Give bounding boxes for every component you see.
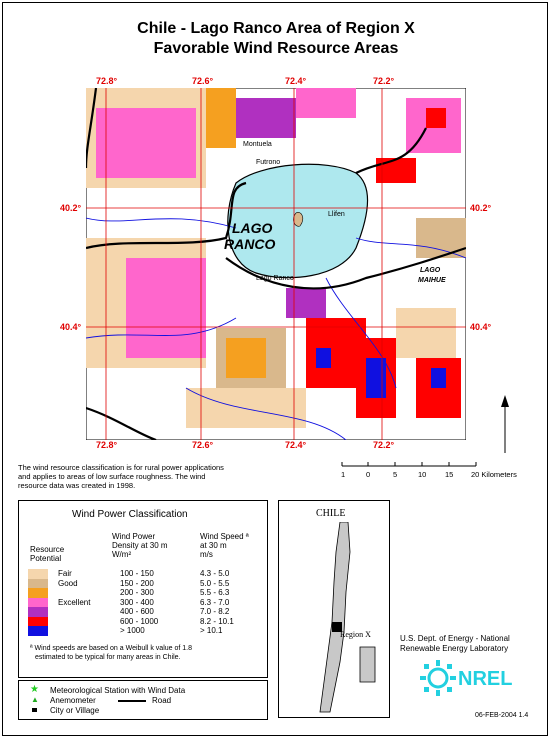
legend-speed: 7.0 - 8.2	[200, 607, 230, 616]
scale-tick-10: 10	[418, 470, 427, 479]
place-llifen: Llifen	[328, 211, 345, 218]
scale-tick-15: 15	[445, 470, 454, 479]
note-line3: resource data was created in 1998.	[18, 481, 136, 490]
scale-tick-5: 5	[393, 470, 398, 479]
lon-label-top-2: 72.6°	[192, 76, 214, 86]
lon-label-top-3: 72.4°	[285, 76, 307, 86]
road-line-icon	[118, 700, 146, 702]
legend-col3-h3: m/s	[200, 550, 213, 559]
scale-bar	[341, 462, 477, 467]
legend-potential: Good	[58, 578, 78, 588]
north-arrow-icon	[501, 395, 509, 453]
symbol-station: Meteorological Station with Wind Data	[50, 686, 186, 695]
nrel-sun-logo-icon	[420, 660, 456, 696]
legend-col3-h2: at 30 m	[200, 541, 227, 550]
anemometer-triangle-icon: ▲	[31, 695, 39, 704]
legend-footnote1: ª Wind speeds are based on a Weibull k v…	[30, 645, 193, 652]
legend-col3-h1: Wind Speed ª	[200, 532, 249, 541]
legend-swatch	[28, 616, 48, 627]
date-code: 06-FEB-2004 1.4	[475, 712, 529, 719]
place-futrono: Futrono	[256, 159, 281, 166]
credit-line1: U.S. Dept. of Energy - National	[400, 634, 510, 643]
legend-potential: Fair	[58, 569, 72, 578]
legend-speed: > 10.1	[200, 626, 223, 635]
lon-label-top-1: 72.8°	[96, 76, 118, 86]
legend-density: 150 - 200	[120, 578, 154, 588]
legend-swatch	[28, 569, 48, 579]
note-line2: and applies to areas of low surface roug…	[18, 472, 206, 481]
legend-swatch	[28, 578, 48, 589]
lat-label-left-1: 40.2°	[60, 203, 82, 213]
legend-footnote2: estimated to be typical for many areas i…	[35, 654, 181, 661]
legend-speed: 6.3 - 7.0	[200, 597, 230, 607]
lake-name-line1: LAGO	[232, 220, 273, 236]
maihue-line1: LAGO	[420, 267, 441, 274]
symbols-box	[18, 680, 268, 720]
legend-speed: 8.2 - 10.1	[200, 616, 234, 626]
legend-box	[18, 500, 268, 678]
map-title: Chile - Lago Ranco Area of Region X	[137, 20, 415, 37]
scale-tick-20: 20 Kilometers	[471, 470, 517, 479]
legend-col2-h1: Wind Power	[112, 532, 156, 541]
place-montuela: Montuela	[243, 141, 272, 148]
map-subtitle: Favorable Wind Resource Areas	[153, 40, 399, 57]
maihue-line2: MAIHUE	[418, 277, 446, 284]
lon-label-bottom-1: 72.8°	[96, 440, 118, 450]
wind-resource-map	[86, 88, 466, 440]
lat-label-left-2: 40.4°	[60, 322, 82, 332]
legend-title: Wind Power Classification	[72, 509, 188, 520]
legend-density: 300 - 400	[120, 597, 154, 607]
credit-line2: Renewable Energy Laboratory	[400, 644, 509, 653]
symbol-anemometer: Anemometer	[50, 696, 96, 705]
legend-col1-h1: Resource	[30, 545, 65, 554]
lon-label-top-4: 72.2°	[373, 76, 395, 86]
legend-density: 600 - 1000	[120, 616, 159, 626]
legend-potential: Excellent	[58, 597, 91, 607]
lon-label-bottom-3: 72.4°	[285, 440, 307, 450]
nrel-logo-text: NREL	[458, 668, 513, 690]
legend-col2-h2: Density at 30 m	[112, 541, 168, 550]
lat-label-right-2: 40.4°	[470, 322, 492, 332]
legend-speed: 4.3 - 5.0	[200, 569, 230, 578]
inset-region-label: Region X	[340, 630, 371, 639]
place-lago-ranco-town: Lago Ranco	[256, 275, 294, 282]
symbol-road: Road	[152, 696, 172, 705]
legend-density: > 1000	[120, 626, 145, 635]
legend-col2-h3: W/m²	[112, 550, 132, 559]
legend-speed: 5.0 - 5.5	[200, 578, 230, 588]
legend-swatch	[28, 588, 48, 598]
city-square-icon	[32, 708, 37, 712]
note-line1: The wind resource classification is for …	[18, 463, 224, 472]
legend-swatch	[28, 626, 48, 636]
legend-speed: 5.5 - 6.3	[200, 588, 230, 597]
symbol-city: City or Village	[50, 706, 100, 715]
legend-swatch	[28, 597, 48, 608]
legend-density: 100 - 150	[120, 569, 154, 578]
legend-density: 400 - 600	[120, 607, 154, 616]
station-star-icon: ★	[30, 684, 39, 695]
chile-inset-map	[319, 522, 376, 713]
inset-box	[278, 500, 390, 718]
legend-swatch	[28, 607, 48, 617]
lat-label-right-1: 40.2°	[470, 203, 492, 213]
legend-col1-h2: Potential	[30, 554, 62, 563]
lon-label-bottom-2: 72.6°	[192, 440, 214, 450]
lake-name-line2: RANCO	[224, 236, 276, 252]
inset-title: CHILE	[316, 508, 346, 519]
scale-tick-0: 0	[366, 470, 371, 479]
lon-label-bottom-4: 72.2°	[373, 440, 395, 450]
legend-density: 200 - 300	[120, 588, 154, 597]
scale-tick-1: 1	[341, 470, 346, 479]
